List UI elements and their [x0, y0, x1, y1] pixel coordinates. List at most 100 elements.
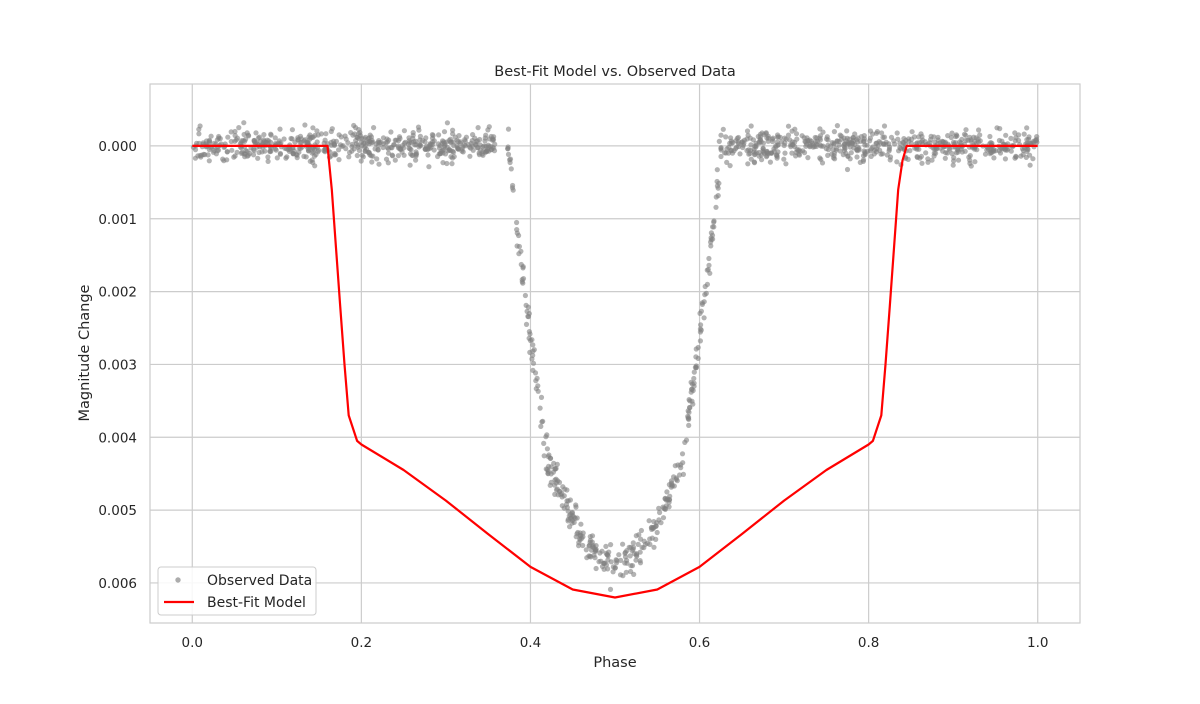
observed-data-point	[448, 154, 454, 160]
observed-data-point	[724, 159, 730, 165]
observed-data-point	[560, 484, 566, 490]
observed-data-point	[454, 143, 460, 149]
observed-data-point	[416, 127, 422, 133]
observed-data-point	[417, 137, 423, 143]
observed-data-point	[708, 243, 714, 249]
observed-data-point	[837, 148, 843, 154]
observed-data-point	[709, 232, 716, 238]
observed-data-point	[812, 134, 818, 141]
observed-data-point	[407, 146, 413, 152]
observed-data-point	[602, 560, 608, 566]
observed-data-point	[629, 548, 635, 554]
x-axis-label: Phase	[593, 655, 636, 671]
observed-data-point	[422, 139, 428, 145]
observed-data-point	[908, 140, 915, 146]
y-axis-label: Magnitude Change	[77, 284, 93, 421]
y-tick-label: 0.006	[98, 576, 137, 592]
observed-data-point	[358, 158, 364, 164]
observed-data-point	[310, 159, 316, 166]
observed-data-point	[801, 150, 808, 156]
observed-data-point	[429, 132, 435, 138]
observed-data-point	[845, 153, 851, 159]
observed-data-point	[391, 142, 397, 148]
observed-data-point	[832, 156, 838, 162]
observed-data-point	[751, 152, 758, 158]
observed-data-point	[516, 251, 522, 257]
observed-data-point	[803, 139, 809, 145]
observed-data-point	[347, 149, 353, 156]
observed-data-point	[654, 529, 660, 536]
observed-data-point	[878, 151, 884, 157]
legend-box	[157, 566, 317, 616]
observed-data-point	[873, 140, 879, 147]
observed-data-point	[774, 139, 780, 145]
y-tick-label: 0.000	[98, 139, 137, 155]
observed-data-point	[593, 565, 599, 572]
observed-data-point	[545, 454, 552, 460]
observed-data-point	[1008, 135, 1014, 141]
observed-data-point	[268, 131, 274, 137]
observed-data-point	[927, 140, 933, 146]
observed-data-point	[757, 131, 764, 137]
observed-data-point	[929, 157, 935, 163]
observed-data-point	[514, 219, 520, 226]
observed-data-point	[691, 369, 697, 375]
observed-data-point	[302, 137, 308, 143]
observed-data-point	[651, 519, 657, 525]
observed-data-point	[446, 146, 452, 152]
observed-data-point	[906, 136, 912, 142]
observed-data-point	[897, 140, 903, 146]
observed-data-point	[805, 155, 811, 161]
observed-data-point	[634, 553, 640, 559]
observed-data-point	[630, 540, 636, 546]
observed-data-point	[522, 292, 529, 299]
observed-data-point	[311, 146, 318, 152]
observed-data-point	[360, 154, 366, 160]
observed-data-point	[690, 401, 696, 407]
observed-data-point	[793, 131, 800, 137]
observed-data-point	[874, 129, 881, 135]
observed-data-point	[406, 135, 412, 141]
observed-data-point	[685, 408, 691, 414]
observed-data-point	[656, 517, 662, 523]
observed-data-point	[395, 153, 401, 159]
observed-data-point	[785, 132, 792, 138]
observed-data-point	[450, 127, 456, 133]
observed-data-point	[706, 255, 712, 262]
observed-data-point	[444, 160, 450, 167]
x-tick-label: 0.4	[520, 635, 541, 651]
observed-data-point	[475, 145, 481, 151]
observed-data-point	[541, 440, 547, 446]
observed-data-point	[413, 157, 419, 163]
observed-data-point	[294, 152, 300, 158]
observed-data-point	[552, 466, 558, 472]
observed-data-point	[722, 150, 728, 156]
observed-data-point	[545, 471, 551, 477]
observed-data-point	[591, 545, 597, 551]
observed-data-point	[473, 139, 479, 145]
observed-data-point	[833, 145, 840, 152]
observed-data-point	[996, 148, 1002, 154]
observed-data-point	[799, 133, 805, 139]
observed-data-point	[389, 152, 395, 158]
observed-data-point	[991, 155, 997, 161]
observed-data-point	[763, 131, 769, 137]
observed-data-point	[372, 146, 378, 152]
observed-data-point	[460, 149, 466, 155]
observed-data-point	[688, 379, 694, 385]
observed-data-point	[775, 134, 782, 140]
observed-data-point	[977, 132, 983, 138]
observed-data-point	[745, 161, 751, 167]
observed-data-point	[259, 149, 265, 155]
observed-data-point	[485, 127, 491, 133]
observed-data-point	[660, 515, 667, 521]
observed-data-point	[514, 243, 520, 249]
observed-data-point	[955, 157, 962, 163]
observed-data-point	[718, 153, 724, 160]
observed-data-point	[664, 489, 670, 495]
observed-data-point	[410, 152, 416, 159]
observed-data-point	[894, 159, 900, 165]
observed-data-point	[718, 145, 724, 152]
observed-data-point	[540, 418, 546, 424]
observed-data-point	[682, 439, 688, 445]
